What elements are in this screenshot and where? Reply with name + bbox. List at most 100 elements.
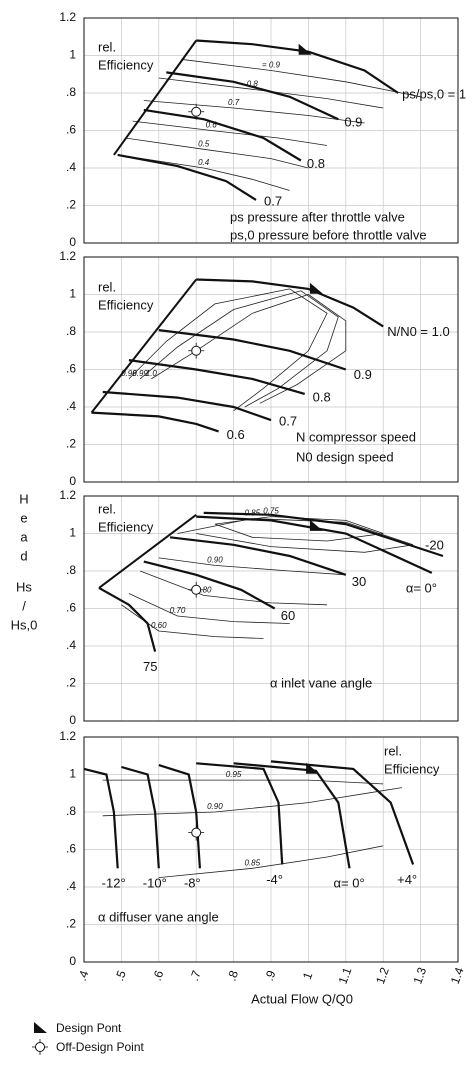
characteristic-curve — [102, 390, 272, 422]
characteristic-curve — [121, 765, 160, 869]
characteristic-curve — [98, 586, 157, 652]
y-tick-label: .2 — [66, 437, 76, 451]
curve-label: -4° — [266, 872, 283, 887]
y-tick-label: 0 — [69, 235, 76, 249]
efficiency-curve — [181, 58, 421, 98]
legend-off-icon — [35, 1042, 45, 1052]
curve-label: 0.8 — [307, 156, 325, 171]
y-tick-label: .6 — [66, 842, 76, 856]
legend-design-icon — [34, 1022, 47, 1033]
efficiency-curve — [102, 787, 402, 817]
characteristic-curve — [270, 760, 415, 865]
curve-label: α= 0° — [334, 876, 365, 891]
y-axis-label: / — [22, 598, 26, 613]
efficiency-label: 0.90 — [207, 555, 223, 564]
y-tick-label: 1.2 — [59, 488, 76, 502]
characteristic-curve — [196, 515, 433, 574]
characteristic-curve — [128, 359, 306, 395]
curve-label: +4° — [397, 872, 417, 887]
efficiency-curve — [151, 294, 347, 404]
x-axis-label: Actual Flow Q/Q0 — [251, 991, 353, 1006]
surge-line — [113, 39, 198, 156]
efficiency-curve — [132, 120, 328, 146]
y-tick-label: 0 — [69, 713, 76, 727]
x-tick-label: 1.3 — [410, 965, 429, 986]
y-tick-label: .8 — [66, 85, 76, 99]
curve-label: 0.9 — [354, 367, 372, 382]
annotation: Efficiency — [98, 297, 154, 312]
y-tick-label: 1 — [69, 526, 76, 540]
curve-label: -12° — [102, 876, 126, 891]
curve-label: 30 — [352, 574, 366, 589]
annotation: rel. — [98, 39, 116, 54]
annotation: Efficiency — [98, 519, 154, 534]
efficiency-label: 0.4 — [198, 158, 210, 167]
efficiency-label: 0.85 — [245, 509, 261, 518]
curve-label: -20 — [425, 537, 444, 552]
annotation: rel. — [98, 279, 116, 294]
y-tick-label: 1 — [69, 287, 76, 301]
off-design-point — [191, 106, 202, 117]
annotation: Efficiency — [98, 57, 154, 72]
y-tick-label: 1 — [69, 48, 76, 62]
efficiency-label: 0.5 — [198, 139, 210, 148]
y-tick-label: .8 — [66, 324, 76, 338]
characteristic-curve — [169, 536, 347, 576]
x-tick-label: .9 — [262, 968, 279, 982]
y-tick-label: .4 — [66, 160, 76, 174]
efficiency-curve — [158, 845, 384, 878]
efficiency-label: 0.90 — [207, 802, 223, 811]
curve-label: α= 0° — [406, 580, 437, 595]
efficiency-label: 0.98 — [121, 369, 137, 378]
annotation: N compressor speed — [296, 429, 416, 444]
characteristic-curve — [158, 764, 201, 869]
annotation: rel. — [98, 501, 116, 516]
efficiency-label: 0.99 — [132, 369, 148, 378]
efficiency-label: 0.6 — [206, 121, 218, 130]
design-point — [309, 519, 323, 531]
y-axis-label: a — [20, 529, 28, 544]
curve-label: 75 — [143, 659, 157, 674]
annotation: α diffuser vane angle — [98, 909, 219, 924]
y-axis-label: Hs — [16, 579, 32, 594]
characteristic-curve — [117, 153, 257, 201]
characteristic-curve — [91, 411, 219, 433]
y-tick-label: .4 — [66, 399, 76, 413]
efficiency-curve — [125, 137, 309, 169]
curve-label: 0.7 — [279, 414, 297, 429]
efficiency-label: 0.70 — [170, 606, 186, 615]
characteristic-curve — [166, 71, 339, 121]
curve-label: 0.8 — [313, 389, 331, 404]
characteristic-curve — [196, 39, 399, 94]
y-tick-label: .6 — [66, 601, 76, 615]
legend-label: Design Pont — [56, 1021, 122, 1035]
efficiency-curve — [117, 154, 290, 191]
legend-label: Off-Design Point — [56, 1040, 144, 1054]
x-tick-label: 1.2 — [373, 965, 392, 986]
curve-label: 0.7 — [264, 193, 282, 208]
y-tick-label: .8 — [66, 563, 76, 577]
surge-line — [90, 278, 197, 414]
curve-label: N/N0 = 1.0 — [387, 324, 450, 339]
x-tick-label: .6 — [150, 968, 167, 982]
plot-frame — [83, 736, 459, 963]
annotation: α inlet vane angle — [270, 675, 372, 690]
efficiency-label: 0.7 — [228, 98, 240, 107]
efficiency-curve — [121, 604, 264, 639]
characteristic-curve — [158, 329, 347, 371]
curve-label: -8° — [184, 876, 201, 891]
x-tick-label: 1 — [300, 970, 316, 981]
y-tick-label: .2 — [66, 917, 76, 931]
characteristic-curve — [143, 560, 276, 610]
efficiency-label: 0.75 — [263, 507, 279, 516]
x-tick-label: .8 — [225, 968, 242, 982]
design-point — [306, 762, 320, 774]
annotation: ps pressure after throttle valve — [230, 209, 405, 224]
efficiency-curve — [139, 570, 328, 606]
efficiency-curve — [128, 593, 290, 624]
efficiency-label: = 0.9 — [262, 61, 281, 70]
efficiency-label: 0.8 — [247, 79, 259, 88]
y-axis-label: e — [20, 510, 27, 525]
efficiency-label: 0.60 — [151, 621, 167, 630]
